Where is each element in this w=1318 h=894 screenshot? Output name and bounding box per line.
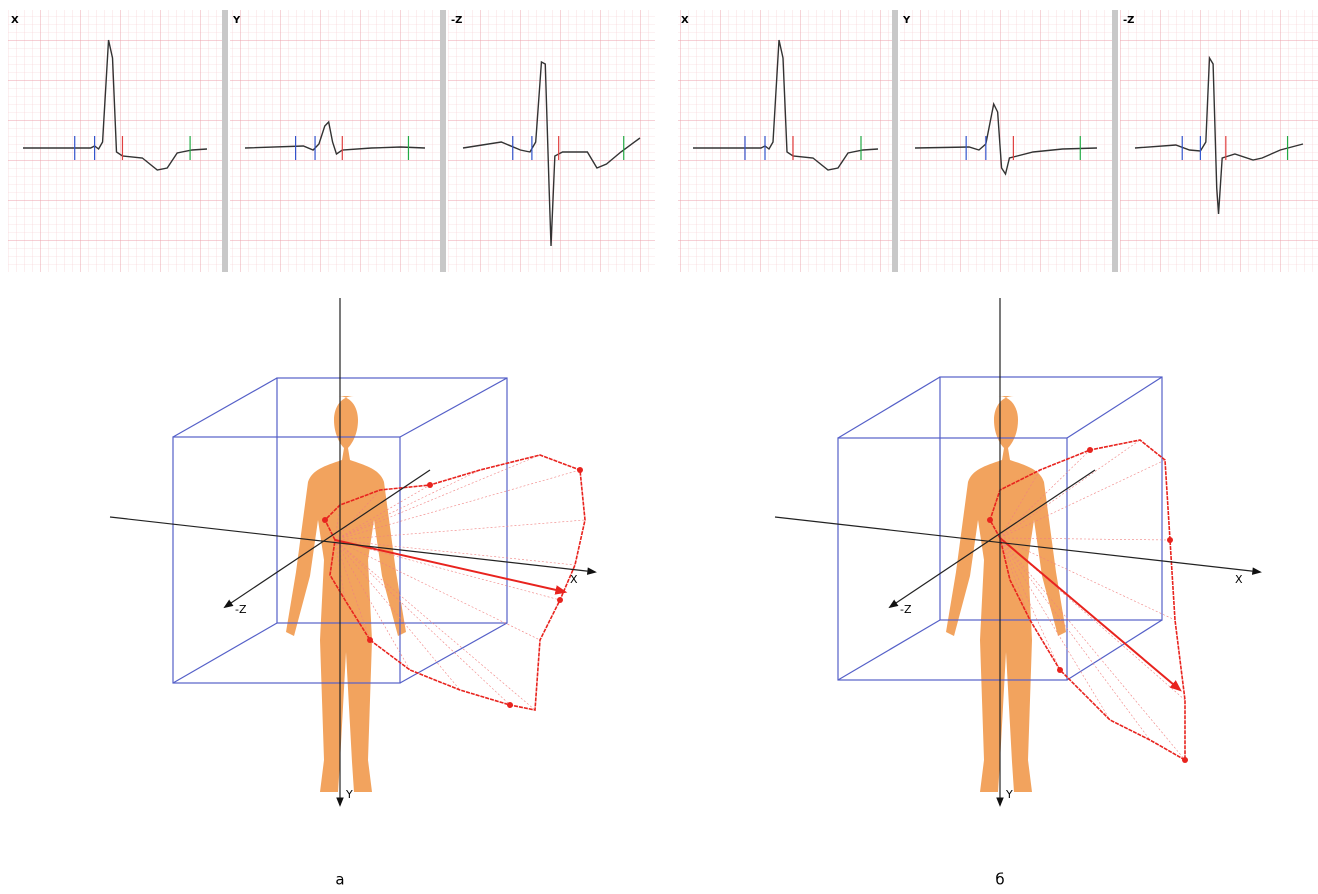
- lead-label: -Z: [1123, 15, 1134, 26]
- cube-edge: [838, 620, 940, 680]
- loop-dot: [322, 517, 328, 523]
- loop-dot: [577, 467, 583, 473]
- axis-z-label: -Z: [235, 603, 247, 616]
- cube-edge: [1067, 377, 1162, 438]
- ecg-grid: [1120, 10, 1318, 272]
- human: [946, 396, 1066, 792]
- separator: [440, 10, 446, 272]
- figure: X Y -Z X Y -Z а X Y -Z X Y -Z б: [0, 0, 1318, 894]
- separator: [892, 10, 898, 272]
- axis-y-label: Y: [345, 788, 353, 801]
- separator: [1112, 10, 1118, 272]
- loop-dot: [987, 517, 993, 523]
- panel-caption: а: [335, 871, 344, 889]
- human: [286, 396, 406, 792]
- separator: [222, 10, 228, 272]
- lead-label: Y: [902, 15, 911, 26]
- cube-edge: [1067, 620, 1162, 680]
- loop-dot: [367, 637, 373, 643]
- loop-dot: [1167, 537, 1173, 543]
- loop-ray: [335, 540, 575, 565]
- cube-edge: [173, 623, 277, 683]
- loop-dot: [507, 702, 513, 708]
- loop-dot: [1087, 447, 1093, 453]
- vector-arrow: [335, 540, 565, 592]
- lead-label: X: [11, 15, 19, 26]
- cube-edge: [400, 378, 507, 437]
- lead-label: X: [681, 15, 689, 26]
- loop-dot: [1182, 757, 1188, 763]
- cube-edge: [173, 378, 277, 437]
- panel-caption: б: [995, 871, 1004, 889]
- lead-label: -Z: [451, 15, 462, 26]
- axis-y-label: Y: [1005, 788, 1013, 801]
- axis-z-label: -Z: [900, 603, 912, 616]
- axis-x-label: X: [1235, 573, 1243, 586]
- loop-dot: [557, 597, 563, 603]
- lead-label: Y: [232, 15, 241, 26]
- loop-dot: [427, 482, 433, 488]
- cube-edge: [838, 377, 940, 438]
- axis-x-label: X: [570, 573, 578, 586]
- cube-edge: [400, 623, 507, 683]
- loop-dot: [1057, 667, 1063, 673]
